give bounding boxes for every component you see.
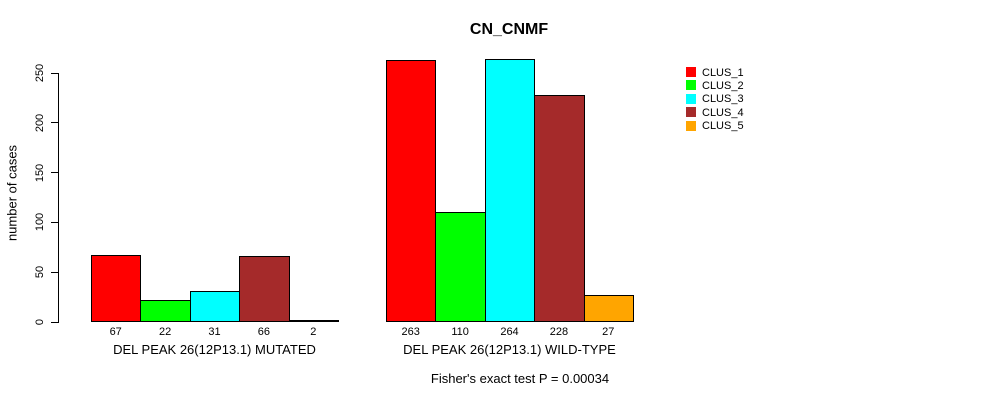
bar-clus_1-wild-type bbox=[386, 60, 437, 322]
x-axis-group-label: DEL PEAK 26(12P13.1) MUTATED bbox=[113, 342, 316, 357]
legend-swatch bbox=[686, 120, 696, 131]
bar-clus_3-mutated bbox=[189, 291, 241, 322]
y-axis-tick-label: 200 bbox=[34, 113, 46, 132]
bar-clus_1-mutated bbox=[91, 255, 142, 322]
legend-item-label: CLUS_4 bbox=[702, 106, 744, 119]
bar-clus_2-wild-type bbox=[435, 212, 486, 322]
bar-value-label: 263 bbox=[401, 326, 420, 338]
legend-swatch bbox=[686, 107, 696, 118]
y-axis-tick bbox=[51, 271, 58, 273]
bar-clus_2-mutated bbox=[140, 300, 191, 322]
y-axis-tick bbox=[51, 122, 58, 124]
y-axis-tick bbox=[51, 221, 58, 223]
bar-value-label: 67 bbox=[109, 326, 122, 338]
legend-item-label: CLUS_5 bbox=[702, 120, 744, 133]
bar-value-label: 110 bbox=[451, 326, 469, 338]
bar-clus_5-wild-type bbox=[583, 295, 634, 322]
chart-title: CN_CNMF bbox=[469, 21, 549, 38]
legend-swatch bbox=[686, 93, 696, 104]
bar-clus_4-wild-type bbox=[534, 94, 585, 322]
y-axis-tick-label: 50 bbox=[34, 266, 46, 279]
bar-value-label: 2 bbox=[310, 326, 317, 338]
y-axis-tick-label: 150 bbox=[34, 163, 46, 182]
y-axis-tick bbox=[51, 321, 58, 323]
y-axis-line bbox=[58, 73, 59, 323]
x-axis-group-label: DEL PEAK 26(12P13.1) WILD-TYPE bbox=[403, 342, 616, 357]
y-axis-tick-label: 250 bbox=[34, 63, 46, 83]
bar-clus_3-wild-type bbox=[484, 59, 536, 322]
legend-item-label: CLUS_1 bbox=[702, 66, 744, 79]
bar-value-label: 228 bbox=[549, 326, 569, 338]
legend-item-label: CLUS_2 bbox=[702, 79, 744, 92]
bar-value-label: 31 bbox=[208, 326, 221, 338]
legend-swatch bbox=[686, 67, 696, 77]
legend-item-label: CLUS_3 bbox=[702, 93, 744, 106]
y-axis-title: number of cases bbox=[4, 144, 20, 242]
bar-clus_5-mutated bbox=[288, 320, 339, 322]
y-axis-tick bbox=[51, 172, 58, 174]
y-axis-tick bbox=[51, 72, 58, 74]
bar-value-label: 264 bbox=[500, 326, 519, 338]
bar-clus_4-mutated bbox=[239, 256, 290, 322]
fisher-test-annotation: Fisher's exact test P = 0.00034 bbox=[430, 371, 610, 386]
bar-value-label: 22 bbox=[158, 326, 172, 338]
bar-value-label: 66 bbox=[257, 326, 271, 338]
y-axis-tick-label: 100 bbox=[34, 213, 46, 232]
bar-value-label: 27 bbox=[602, 326, 615, 338]
y-axis-tick-label: 0 bbox=[34, 318, 46, 326]
legend-swatch bbox=[686, 80, 696, 91]
